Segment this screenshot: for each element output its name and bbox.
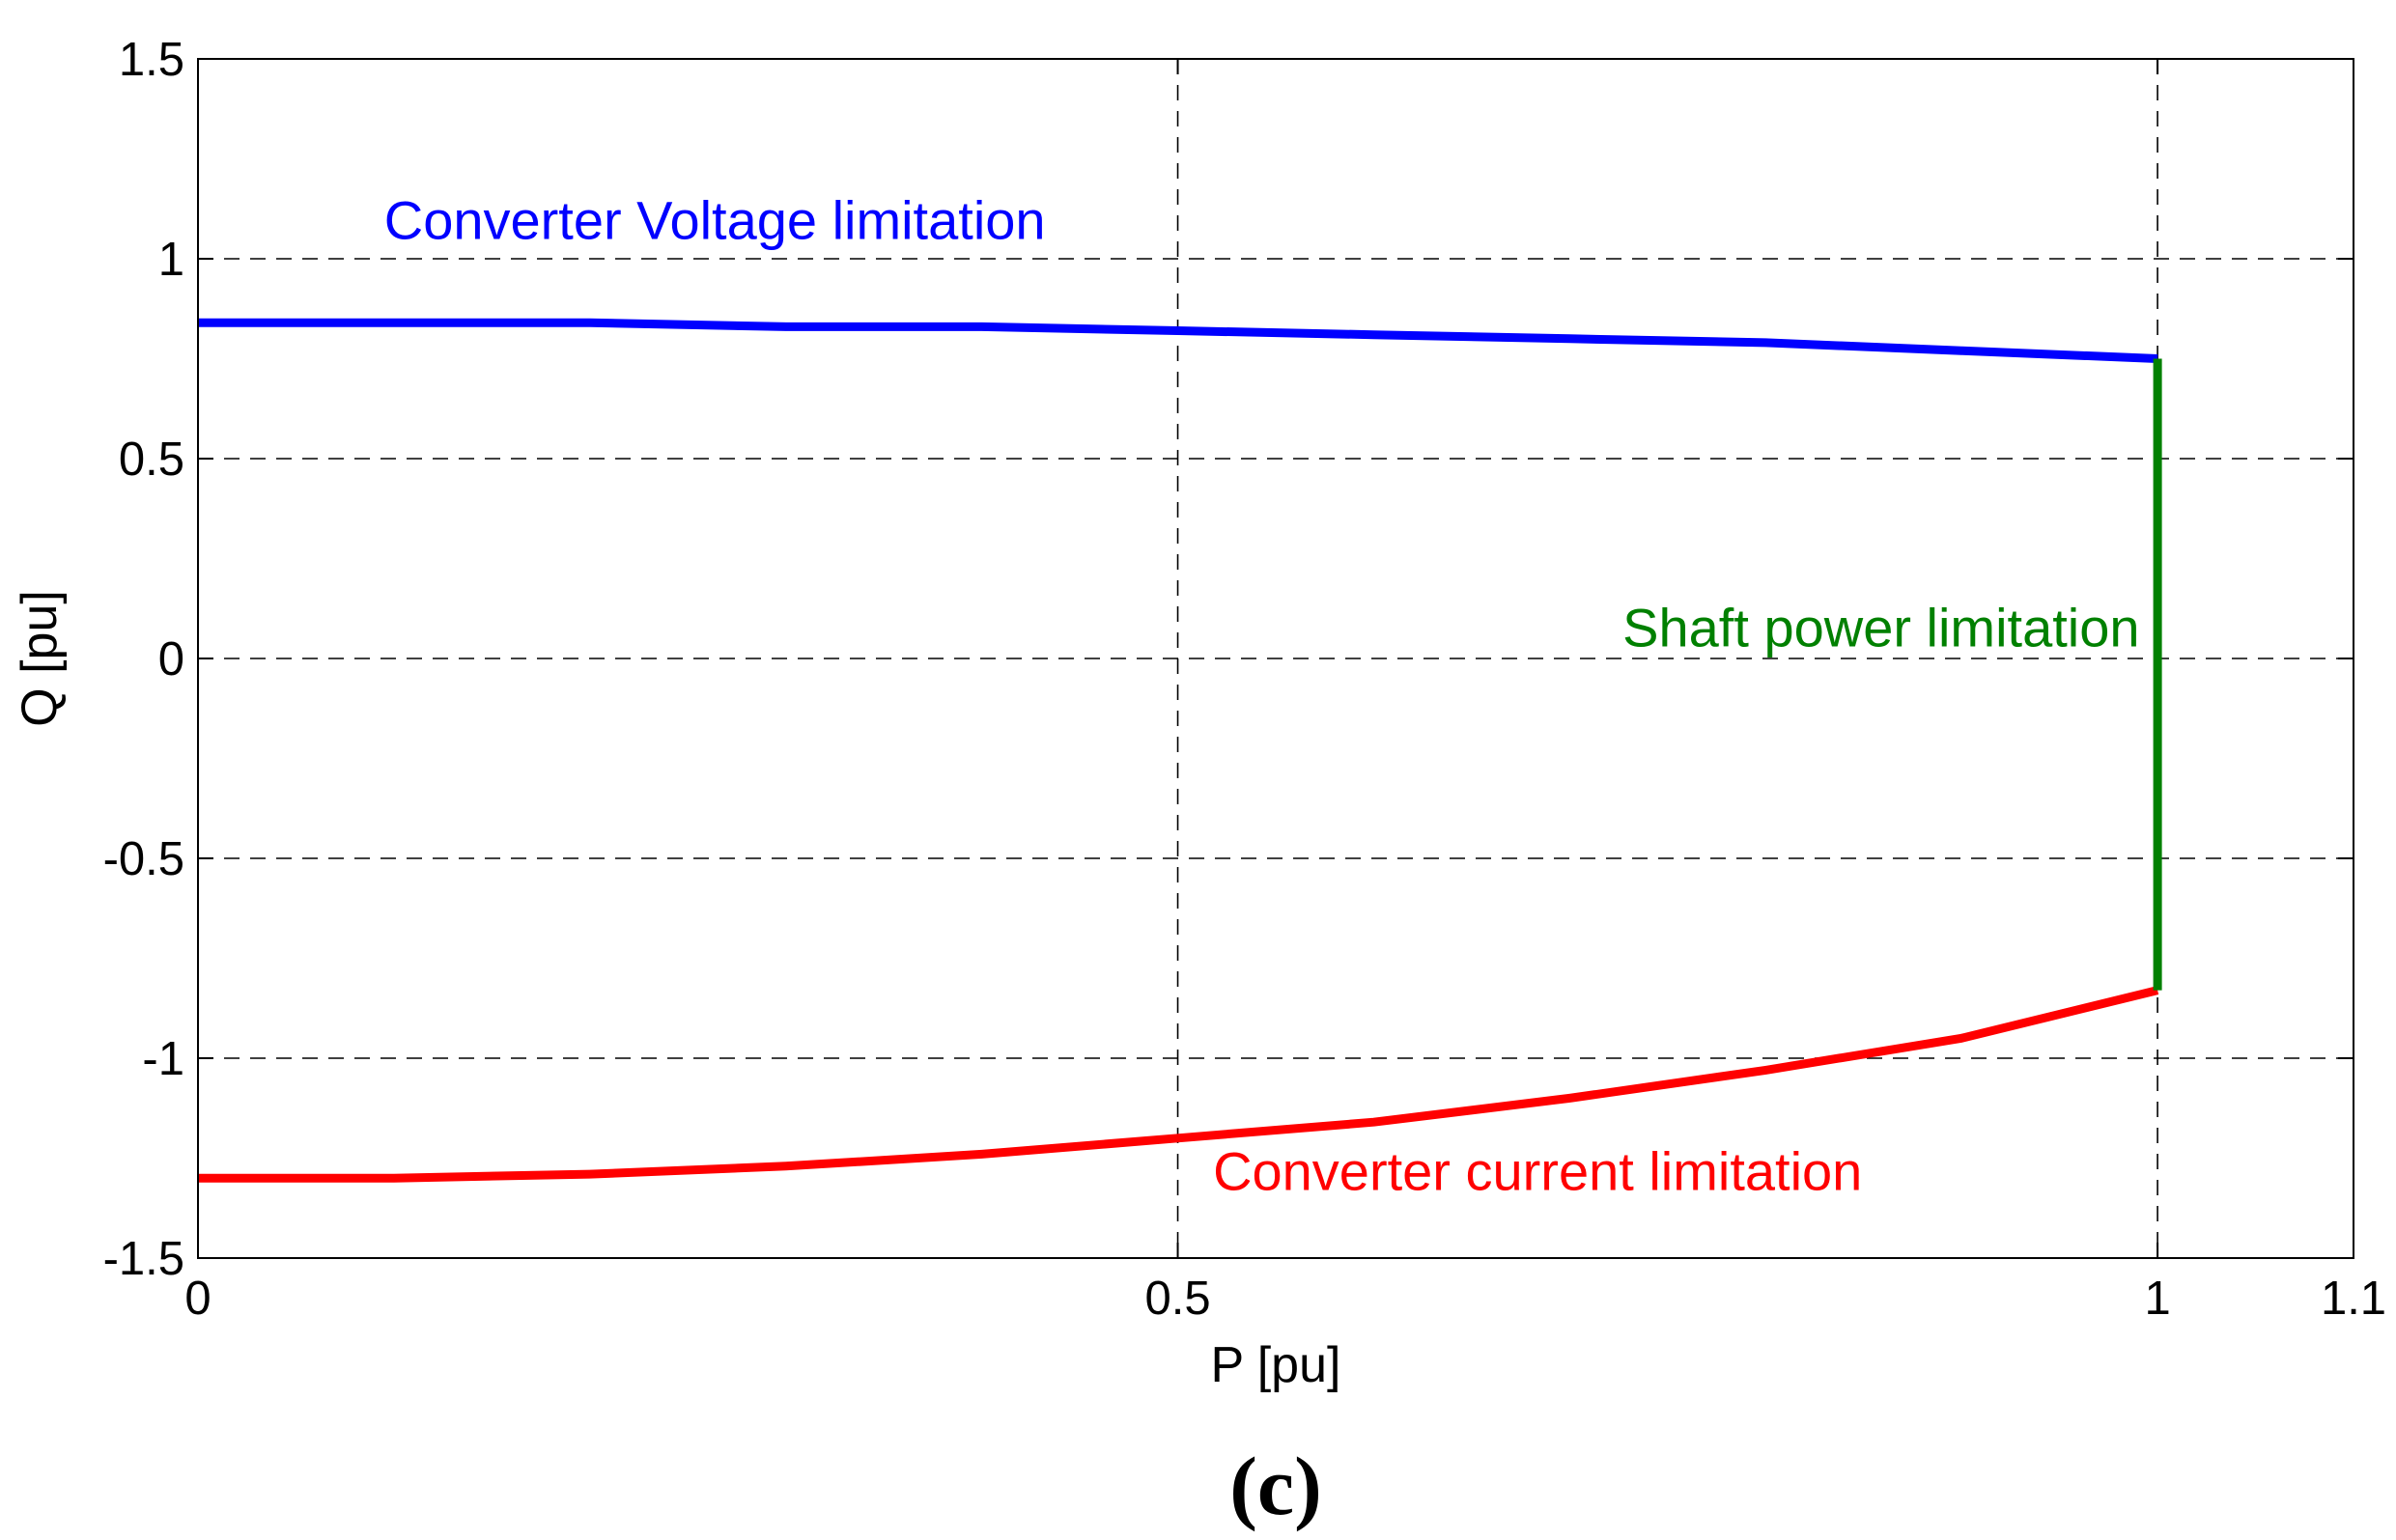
y-tick-label: -1.5 — [103, 1233, 184, 1285]
x-tick-label: 0.5 — [1144, 1273, 1210, 1325]
x-tick-label: 0 — [184, 1273, 211, 1325]
series-line-2 — [198, 986, 2159, 1183]
series-group — [198, 318, 2162, 1183]
ticks-group: 0 0.5 1 1.1 -1.5 -1 -0.5 0 0.5 1 1.5 — [103, 34, 2387, 1325]
y-axis-label: Q [pu] — [12, 590, 68, 727]
panel-label: (c) — [1229, 1440, 1321, 1532]
series-line-1 — [198, 318, 2158, 363]
y-tick-label: 0 — [158, 633, 184, 686]
annotation-2: Shaft power limitation — [1622, 598, 2139, 658]
y-tick-label: 0.5 — [119, 434, 184, 486]
annotations-group: Converter Voltage limitation Shaft power … — [384, 189, 2140, 1201]
x-tick-label: 1.1 — [2321, 1273, 2386, 1325]
y-tick-label: -1 — [142, 1033, 184, 1085]
x-tick-label: 1 — [2144, 1273, 2170, 1325]
x-axis-label: P [pu] — [1211, 1337, 1341, 1393]
annotation-1: Converter Voltage limitation — [384, 189, 1046, 250]
annotation-3: Converter current limitation — [1213, 1141, 1862, 1202]
y-tick-label: 1.5 — [119, 34, 184, 86]
y-tick-label: 1 — [158, 234, 184, 286]
y-tick-label: -0.5 — [103, 833, 184, 885]
